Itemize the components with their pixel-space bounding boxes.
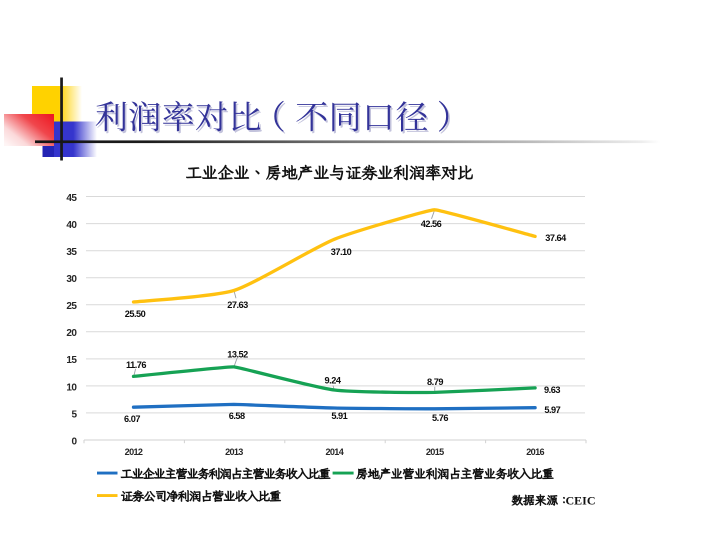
svg-text:40: 40	[66, 220, 77, 231]
svg-text:45: 45	[66, 193, 77, 204]
svg-text:2012: 2012	[125, 447, 143, 457]
svg-text:2014: 2014	[325, 447, 344, 457]
svg-text:2013: 2013	[225, 447, 243, 457]
svg-text:35: 35	[66, 247, 77, 258]
svg-text:2015: 2015	[426, 447, 444, 457]
svg-text:5: 5	[71, 409, 77, 420]
svg-text:11.76: 11.76	[126, 360, 146, 370]
svg-text:2016: 2016	[526, 447, 544, 457]
svg-text:25.50: 25.50	[125, 309, 146, 319]
svg-text:37.10: 37.10	[331, 247, 352, 257]
svg-text:5.97: 5.97	[544, 405, 560, 415]
svg-text:CEIC: CEIC	[566, 493, 596, 507]
svg-text:5.76: 5.76	[432, 413, 448, 423]
svg-text:9.63: 9.63	[544, 385, 560, 395]
svg-text:30: 30	[66, 274, 77, 285]
svg-text:9.24: 9.24	[325, 376, 342, 386]
svg-text:15: 15	[66, 355, 77, 366]
svg-text:20: 20	[66, 328, 77, 339]
svg-text:8.79: 8.79	[427, 377, 443, 387]
svg-text:25: 25	[66, 301, 77, 312]
svg-text:37.64: 37.64	[545, 233, 567, 243]
svg-text:5.91: 5.91	[331, 411, 347, 421]
svg-text:6.07: 6.07	[124, 414, 140, 424]
svg-text:10: 10	[66, 382, 77, 393]
svg-text:0: 0	[71, 436, 77, 447]
svg-text:42.56: 42.56	[421, 219, 442, 229]
svg-text:27.63: 27.63	[227, 300, 248, 310]
svg-text:13.52: 13.52	[227, 350, 248, 360]
svg-text:6.58: 6.58	[229, 411, 245, 421]
